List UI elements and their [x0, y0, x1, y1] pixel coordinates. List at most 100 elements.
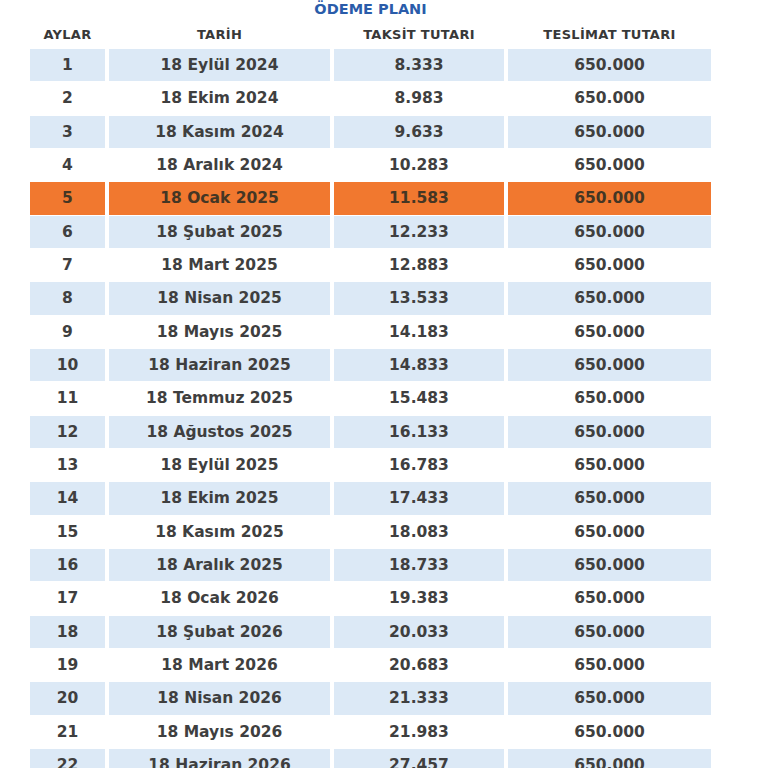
month-cell: 6 — [30, 216, 105, 248]
date-cell: 18 Temmuz 2025 — [109, 382, 330, 414]
table-row: 5 18 Ocak 2025 11.583 650.000 — [30, 182, 711, 214]
date-cell: 18 Ocak 2025 — [109, 182, 330, 214]
table-row: 6 18 Şubat 2025 12.233 650.000 — [30, 216, 711, 248]
date-cell: 18 Kasım 2024 — [109, 116, 330, 148]
table-row: 7 18 Mart 2025 12.883 650.000 — [30, 249, 711, 281]
delivery-cell: 650.000 — [508, 449, 711, 481]
date-cell: 18 Mart 2025 — [109, 249, 330, 281]
installment-cell: 12.233 — [334, 216, 504, 248]
installment-cell: 16.133 — [334, 416, 504, 448]
date-cell: 18 Haziran 2025 — [109, 349, 330, 381]
date-cell: 18 Mart 2026 — [109, 649, 330, 681]
page-title: ÖDEME PLANI — [30, 1, 711, 17]
month-cell: 5 — [30, 182, 105, 214]
installment-cell: 12.883 — [334, 249, 504, 281]
date-cell: 18 Şubat 2026 — [109, 616, 330, 648]
date-cell: 18 Aralık 2025 — [109, 549, 330, 581]
delivery-cell: 650.000 — [508, 516, 711, 548]
delivery-cell: 650.000 — [508, 149, 711, 181]
installment-cell: 11.583 — [334, 182, 504, 214]
table-body: 1 18 Eylül 2024 8.333 650.000 2 18 Ekim … — [30, 49, 711, 768]
month-cell: 7 — [30, 249, 105, 281]
month-cell: 14 — [30, 482, 105, 514]
table-row: 17 18 Ocak 2026 19.383 650.000 — [30, 582, 711, 614]
month-cell: 15 — [30, 516, 105, 548]
month-cell: 10 — [30, 349, 105, 381]
table-row: 14 18 Ekim 2025 17.433 650.000 — [30, 482, 711, 514]
column-header-installment-amount: TAKSİT TUTARI — [334, 27, 504, 42]
installment-cell: 19.383 — [334, 582, 504, 614]
table-row: 15 18 Kasım 2025 18.083 650.000 — [30, 516, 711, 548]
month-cell: 1 — [30, 49, 105, 81]
date-cell: 18 Şubat 2025 — [109, 216, 330, 248]
delivery-cell: 650.000 — [508, 249, 711, 281]
delivery-cell: 650.000 — [508, 182, 711, 214]
date-cell: 18 Eylül 2024 — [109, 49, 330, 81]
delivery-cell: 650.000 — [508, 282, 711, 314]
installment-cell: 18.733 — [334, 549, 504, 581]
table-row: 4 18 Aralık 2024 10.283 650.000 — [30, 149, 711, 181]
table-row: 9 18 Mayıs 2025 14.183 650.000 — [30, 316, 711, 348]
month-cell: 8 — [30, 282, 105, 314]
delivery-cell: 650.000 — [508, 616, 711, 648]
month-cell: 11 — [30, 382, 105, 414]
delivery-cell: 650.000 — [508, 382, 711, 414]
date-cell: 18 Ağustos 2025 — [109, 416, 330, 448]
month-cell: 18 — [30, 616, 105, 648]
table-row: 12 18 Ağustos 2025 16.133 650.000 — [30, 416, 711, 448]
table-row: 20 18 Nisan 2026 21.333 650.000 — [30, 682, 711, 714]
delivery-cell: 650.000 — [508, 482, 711, 514]
date-cell: 18 Ekim 2024 — [109, 82, 330, 114]
table-header-row: AYLAR TARİH TAKSİT TUTARI TESLİMAT TUTAR… — [30, 23, 711, 45]
date-cell: 18 Ocak 2026 — [109, 582, 330, 614]
column-header-date: TARİH — [109, 27, 330, 42]
date-cell: 18 Haziran 2026 — [109, 749, 330, 768]
installment-cell: 20.033 — [334, 616, 504, 648]
month-cell: 4 — [30, 149, 105, 181]
installment-cell: 8.983 — [334, 82, 504, 114]
installment-cell: 27.457 — [334, 749, 504, 768]
installment-cell: 10.283 — [334, 149, 504, 181]
installment-cell: 18.083 — [334, 516, 504, 548]
table-row: 11 18 Temmuz 2025 15.483 650.000 — [30, 382, 711, 414]
table-row: 19 18 Mart 2026 20.683 650.000 — [30, 649, 711, 681]
delivery-cell: 650.000 — [508, 749, 711, 768]
date-cell: 18 Aralık 2024 — [109, 149, 330, 181]
delivery-cell: 650.000 — [508, 82, 711, 114]
table-row: 1 18 Eylül 2024 8.333 650.000 — [30, 49, 711, 81]
month-cell: 19 — [30, 649, 105, 681]
date-cell: 18 Nisan 2025 — [109, 282, 330, 314]
table-row: 18 18 Şubat 2026 20.033 650.000 — [30, 616, 711, 648]
table-row: 2 18 Ekim 2024 8.983 650.000 — [30, 82, 711, 114]
table-row: 21 18 Mayıs 2026 21.983 650.000 — [30, 716, 711, 748]
month-cell: 12 — [30, 416, 105, 448]
delivery-cell: 650.000 — [508, 549, 711, 581]
table-row: 16 18 Aralık 2025 18.733 650.000 — [30, 549, 711, 581]
installment-cell: 14.833 — [334, 349, 504, 381]
delivery-cell: 650.000 — [508, 116, 711, 148]
month-cell: 16 — [30, 549, 105, 581]
month-cell: 20 — [30, 682, 105, 714]
month-cell: 9 — [30, 316, 105, 348]
delivery-cell: 650.000 — [508, 349, 711, 381]
month-cell: 2 — [30, 82, 105, 114]
delivery-cell: 650.000 — [508, 316, 711, 348]
installment-cell: 15.483 — [334, 382, 504, 414]
installment-cell: 17.433 — [334, 482, 504, 514]
installment-cell: 21.333 — [334, 682, 504, 714]
table-row: 10 18 Haziran 2025 14.833 650.000 — [30, 349, 711, 381]
date-cell: 18 Eylül 2025 — [109, 449, 330, 481]
date-cell: 18 Nisan 2026 — [109, 682, 330, 714]
delivery-cell: 650.000 — [508, 216, 711, 248]
table-row: 13 18 Eylül 2025 16.783 650.000 — [30, 449, 711, 481]
delivery-cell: 650.000 — [508, 716, 711, 748]
month-cell: 13 — [30, 449, 105, 481]
column-header-delivery-amount: TESLİMAT TUTARI — [508, 27, 711, 42]
date-cell: 18 Mayıs 2025 — [109, 316, 330, 348]
installment-cell: 13.533 — [334, 282, 504, 314]
table-row: 22 18 Haziran 2026 27.457 650.000 — [30, 749, 711, 768]
date-cell: 18 Ekim 2025 — [109, 482, 330, 514]
payment-plan-table: AYLAR TARİH TAKSİT TUTARI TESLİMAT TUTAR… — [30, 23, 711, 768]
delivery-cell: 650.000 — [508, 682, 711, 714]
table-row: 3 18 Kasım 2024 9.633 650.000 — [30, 116, 711, 148]
